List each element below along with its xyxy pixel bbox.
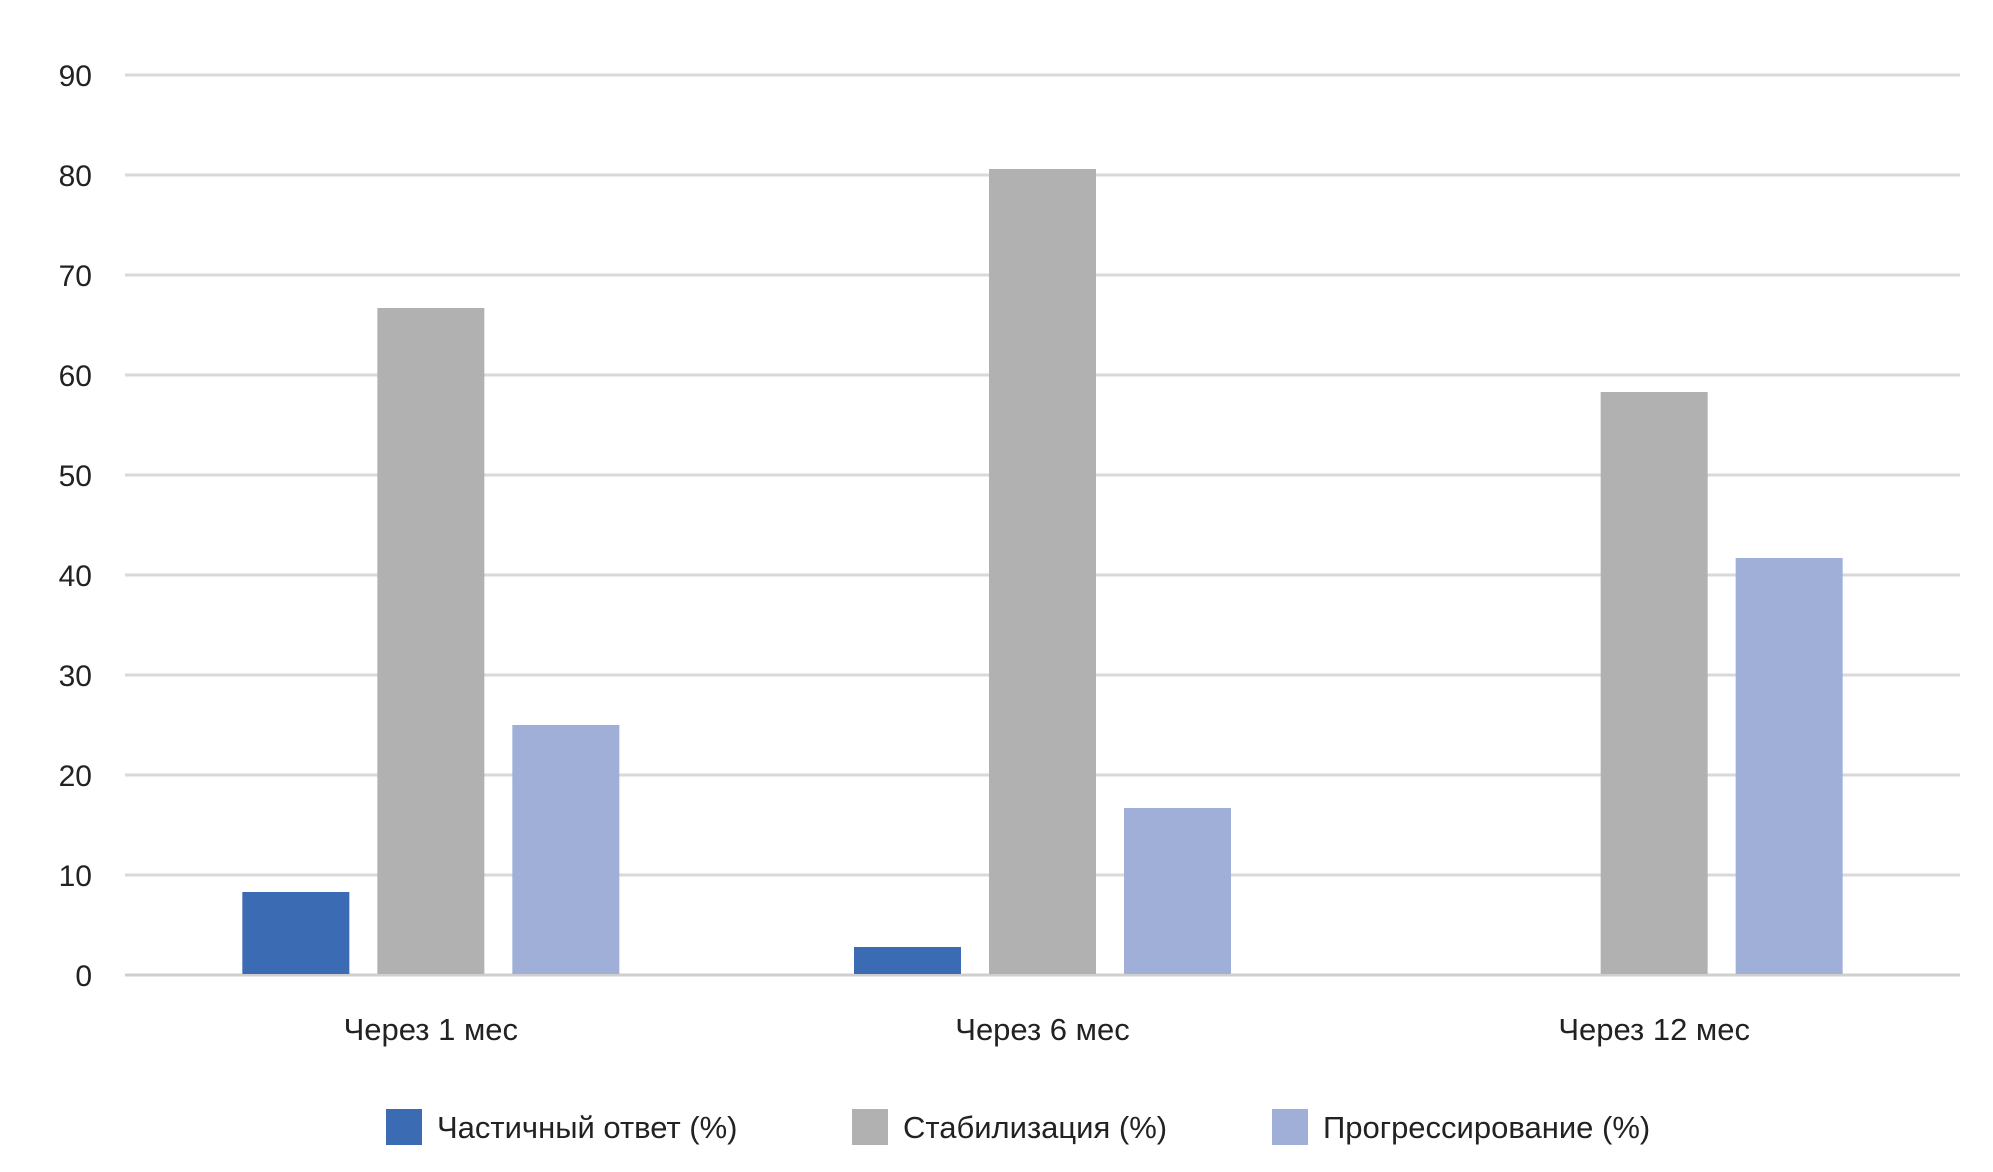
y-tick-label: 0 bbox=[75, 960, 92, 993]
legend: Частичный ответ (%) Стабилизация (%) Прогр… bbox=[386, 1109, 1650, 1145]
bars bbox=[242, 169, 1843, 974]
y-axis-ticks: 0 10 20 30 40 50 60 70 80 90 bbox=[59, 60, 92, 993]
x-category-label: Через 12 мес bbox=[1558, 1012, 1750, 1047]
bar bbox=[1735, 558, 1843, 974]
y-tick-label: 50 bbox=[59, 460, 92, 493]
bar bbox=[1124, 808, 1231, 974]
x-axis-categories: Через 1 мес Через 6 мес Через 12 мес bbox=[344, 1012, 1750, 1047]
y-tick-label: 10 bbox=[59, 860, 92, 893]
y-tick-label: 90 bbox=[59, 60, 92, 93]
x-category-label: Через 1 мес bbox=[344, 1012, 518, 1047]
legend-label: Частичный ответ (%) bbox=[437, 1110, 738, 1145]
bar bbox=[854, 947, 961, 974]
legend-swatch bbox=[386, 1109, 422, 1145]
bar bbox=[377, 308, 485, 974]
x-category-label: Через 6 мес bbox=[955, 1012, 1129, 1047]
y-tick-label: 40 bbox=[59, 560, 92, 593]
legend-swatch bbox=[1272, 1109, 1308, 1145]
legend-label: Прогрессирование (%) bbox=[1323, 1110, 1650, 1145]
bar bbox=[242, 892, 350, 974]
bar bbox=[1600, 392, 1708, 974]
legend-swatch bbox=[852, 1109, 888, 1145]
y-tick-label: 60 bbox=[59, 360, 92, 393]
bar bbox=[512, 725, 620, 974]
y-tick-label: 30 bbox=[59, 660, 92, 693]
bar bbox=[989, 169, 1096, 974]
y-tick-label: 80 bbox=[59, 160, 92, 193]
legend-label: Стабилизация (%) bbox=[903, 1110, 1167, 1145]
y-tick-label: 70 bbox=[59, 260, 92, 293]
y-tick-label: 20 bbox=[59, 760, 92, 793]
